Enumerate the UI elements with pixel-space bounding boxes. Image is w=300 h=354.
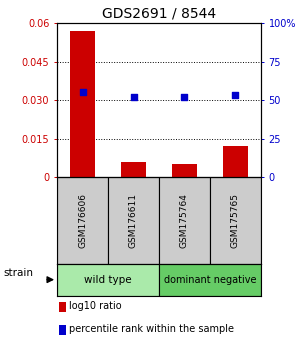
Text: GSM175765: GSM175765 (231, 193, 240, 248)
Title: GDS2691 / 8544: GDS2691 / 8544 (102, 6, 216, 21)
Bar (223, 146, 248, 177)
Text: GSM176606: GSM176606 (78, 193, 87, 248)
Text: GSM176611: GSM176611 (129, 193, 138, 248)
Text: GSM175764: GSM175764 (180, 193, 189, 248)
Text: percentile rank within the sample: percentile rank within the sample (69, 324, 234, 334)
Bar (159, 264, 261, 296)
Point (131, 94, 136, 100)
Bar (172, 164, 197, 177)
Bar (70, 31, 95, 177)
Point (80, 90, 85, 95)
Point (233, 92, 238, 98)
Bar (57, 177, 108, 264)
Text: dominant negative: dominant negative (164, 275, 256, 285)
Bar (57, 264, 159, 296)
Text: wild type: wild type (84, 275, 132, 285)
Text: strain: strain (3, 268, 33, 278)
Bar (121, 161, 146, 177)
Bar (210, 177, 261, 264)
Bar (108, 177, 159, 264)
Bar (159, 177, 210, 264)
Point (182, 94, 187, 100)
Text: log10 ratio: log10 ratio (69, 301, 122, 311)
